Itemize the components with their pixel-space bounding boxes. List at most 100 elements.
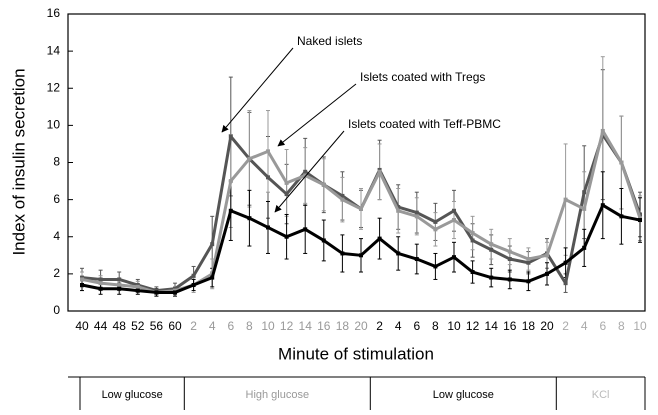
point xyxy=(619,214,624,219)
point xyxy=(433,227,438,232)
x-tick-label: 6 xyxy=(227,319,234,333)
point xyxy=(98,286,103,291)
point xyxy=(638,218,642,223)
point xyxy=(489,275,494,280)
point xyxy=(247,156,252,161)
point xyxy=(414,210,419,215)
point xyxy=(470,238,475,243)
point xyxy=(452,208,456,213)
point xyxy=(414,257,419,262)
x-tick-label: 8 xyxy=(618,319,625,333)
x-tick-label: 6 xyxy=(599,319,606,333)
y-tick-label: 6 xyxy=(53,192,60,206)
point xyxy=(80,283,84,288)
point xyxy=(396,208,401,213)
x-tick-label: 48 xyxy=(113,319,127,333)
point xyxy=(396,205,401,210)
phase-label: High glucose xyxy=(246,389,310,401)
point xyxy=(135,284,140,289)
point xyxy=(191,283,196,288)
annotation: Islets coated with Teff-PBMC xyxy=(348,117,501,131)
point xyxy=(489,247,494,252)
point xyxy=(303,173,308,178)
point xyxy=(545,253,549,258)
x-tick-label: 4 xyxy=(209,319,216,333)
point xyxy=(98,281,103,286)
point xyxy=(284,234,289,239)
point xyxy=(582,245,587,250)
x-axis-label: Minute of stimulation xyxy=(278,344,434,363)
point xyxy=(303,227,308,232)
x-tick-label: 10 xyxy=(261,319,275,333)
point xyxy=(582,206,587,211)
x-tick-label: 2 xyxy=(376,319,383,333)
point xyxy=(563,197,568,202)
point xyxy=(228,208,233,213)
point xyxy=(563,281,568,286)
x-tick-label: 14 xyxy=(485,319,499,333)
x-tick-label: 16 xyxy=(503,319,517,333)
y-tick-label: 14 xyxy=(47,43,61,57)
x-tick-label: 18 xyxy=(522,319,536,333)
point xyxy=(582,190,587,195)
point xyxy=(321,182,326,187)
annotation-arrow xyxy=(221,47,294,133)
point xyxy=(303,169,308,174)
y-tick-label: 8 xyxy=(53,155,60,169)
point xyxy=(470,231,475,236)
x-tick-label: 2 xyxy=(190,319,197,333)
point xyxy=(600,203,605,208)
point xyxy=(284,192,289,197)
y-tick-label: 10 xyxy=(47,118,61,132)
x-tick-label: 8 xyxy=(432,319,439,333)
point xyxy=(414,214,419,219)
point xyxy=(80,277,84,282)
point xyxy=(266,149,270,154)
x-tick-label: 20 xyxy=(354,319,368,333)
x-tick-label: 40 xyxy=(75,319,89,333)
point xyxy=(210,242,215,247)
point xyxy=(526,260,531,265)
point xyxy=(507,277,512,282)
point xyxy=(600,128,605,133)
y-tick-label: 2 xyxy=(53,266,60,280)
point xyxy=(340,197,345,202)
annotation-arrow xyxy=(274,130,345,213)
x-tick-label: 10 xyxy=(447,319,461,333)
point xyxy=(210,275,215,280)
point xyxy=(135,288,140,293)
x-tick-label: 14 xyxy=(299,319,313,333)
point xyxy=(117,283,122,288)
point xyxy=(545,271,549,276)
point xyxy=(433,264,438,269)
x-tick-label: 4 xyxy=(581,319,588,333)
phase-label: KCl xyxy=(592,389,610,401)
point xyxy=(228,179,233,184)
y-tick-label: 0 xyxy=(53,303,60,317)
point xyxy=(266,225,270,230)
x-tick-label: 52 xyxy=(131,319,145,333)
point xyxy=(377,236,382,241)
x-tick-label: 16 xyxy=(317,319,331,333)
x-tick-label: 12 xyxy=(466,319,480,333)
point xyxy=(321,238,326,243)
y-tick-label: 12 xyxy=(47,80,61,94)
point xyxy=(154,290,159,295)
x-tick-label: 60 xyxy=(168,319,182,333)
point xyxy=(117,277,122,282)
x-tick-label: 8 xyxy=(246,319,253,333)
x-tick-label: 2 xyxy=(562,319,569,333)
x-tick-label: 4 xyxy=(395,319,402,333)
point xyxy=(377,169,382,174)
x-tick-label: 10 xyxy=(633,319,647,333)
x-tick-label: 56 xyxy=(150,319,164,333)
point xyxy=(433,219,438,224)
y-axis-label: Index of insulin secretion xyxy=(9,68,28,255)
point xyxy=(98,277,103,282)
point xyxy=(507,249,512,254)
point xyxy=(340,251,345,256)
point xyxy=(619,160,624,165)
annotation: Islets coated with Tregs xyxy=(360,70,485,84)
point xyxy=(489,242,494,247)
